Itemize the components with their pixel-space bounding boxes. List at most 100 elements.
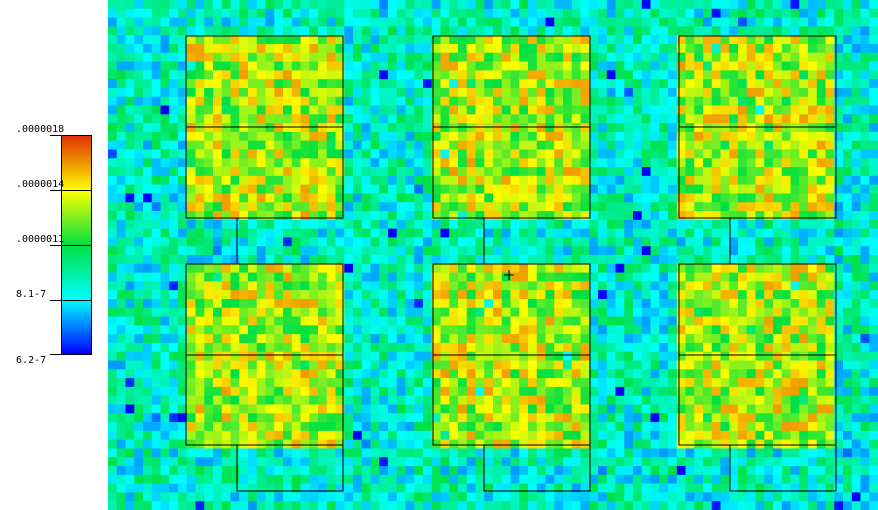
heatmap-cell [755,351,765,362]
heatmap-cell [755,334,765,344]
heatmap-cell [519,149,529,159]
heatmap-cell [116,413,126,423]
heatmap-cell [580,351,590,362]
heatmap-cell [335,158,345,168]
heatmap-cell [720,307,730,318]
heatmap-cell [484,430,494,441]
heatmap-cell [475,492,485,502]
heatmap-cell [458,149,468,159]
heatmap-cell [344,149,354,159]
heatmap-cell [388,246,398,256]
heatmap-cell [659,290,669,300]
heatmap-cell [160,325,170,335]
heatmap-cell [134,70,144,80]
heatmap-cell [624,448,634,458]
heatmap-cell [116,114,126,124]
heatmap-cell [843,149,853,159]
heatmap-cell [554,17,564,27]
heatmap-cell [388,342,398,353]
heatmap-cell [466,105,476,115]
heatmap-cell [851,413,861,423]
heatmap-cell [711,219,721,230]
heatmap-cell [221,272,231,282]
heatmap-cell [274,263,284,274]
heatmap-cell [545,202,555,212]
heatmap-cell [388,439,398,449]
heatmap-cell [808,26,818,36]
heatmap-cell [554,175,564,186]
heatmap-cell [466,184,476,194]
heatmap-cell [703,369,713,379]
heatmap-cell [738,404,748,414]
heatmap-cell [388,474,398,485]
heatmap-cell [650,193,660,203]
heatmap-cell [143,35,153,45]
heatmap-cell [160,26,170,36]
heatmap-cell [659,325,669,335]
heatmap-cell [440,114,450,124]
heatmap-cell [755,17,765,27]
heatmap-cell [781,483,791,493]
heatmap-cell [860,448,870,458]
heatmap-cell [755,70,765,80]
heatmap-cell [353,158,363,168]
heatmap-cell [353,0,363,10]
heatmap-cell [160,246,170,256]
heatmap-cell [186,351,196,362]
heatmap-cell [668,211,678,221]
heatmap-cell [641,105,651,115]
heatmap-cell [501,351,511,362]
heatmap-cell [685,61,695,71]
heatmap-cell [641,26,651,36]
heatmap-cell [528,351,538,362]
heatmap-cell [598,351,608,362]
colorbar-tick-mark [50,135,92,136]
heatmap-cell [633,26,643,36]
heatmap-cell [606,474,616,485]
heatmap-cell [423,255,433,265]
heatmap-cell [108,483,118,493]
heatmap-cell [125,211,135,221]
heatmap-cell [843,281,853,291]
heatmap-cell [396,325,406,335]
heatmap-cell [668,369,678,379]
heatmap-cell [816,360,826,370]
heatmap-cell [388,466,398,476]
heatmap-cell [703,466,713,476]
heatmap-cell [711,96,721,107]
heatmap-cell [781,334,791,344]
heatmap-cell [493,26,503,36]
heatmap-cell [361,281,371,291]
heatmap-cell [676,342,686,353]
heatmap-cell [536,123,546,133]
heatmap-cell [423,193,433,203]
heatmap-cell [414,378,424,388]
heatmap-cell [151,378,161,388]
heatmap-cell [536,439,546,449]
heatmap-cell [685,448,695,458]
heatmap-cell [370,167,380,177]
heatmap-cell [221,474,231,485]
heatmap-cell [641,360,651,370]
heatmap-cell [519,430,529,441]
heatmap-cell [213,404,223,414]
heatmap-cell [423,149,433,159]
heatmap-cell [615,61,625,71]
heatmap-cell [860,334,870,344]
heatmap-cell [720,96,730,107]
heatmap-cell [659,228,669,238]
heatmap-cell [431,0,441,10]
heatmap-cell [160,202,170,212]
heatmap-cell [423,26,433,36]
heatmap-cell [528,123,538,133]
heatmap-cell [729,149,739,159]
heatmap-cell [624,211,634,221]
heatmap-cell [606,237,616,247]
heatmap-cell [580,35,590,45]
heatmap-cell [318,316,328,326]
heatmap-cell [256,131,266,142]
heatmap-cell [746,290,756,300]
heatmap-cell [624,193,634,203]
heatmap-cell [344,395,354,405]
heatmap-cell [134,158,144,168]
